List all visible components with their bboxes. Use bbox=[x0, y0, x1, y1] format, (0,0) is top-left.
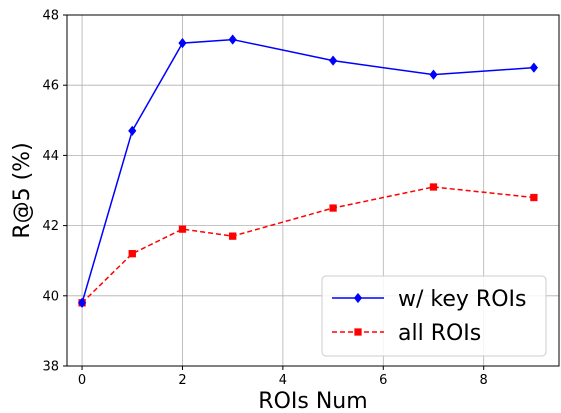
data-point-all-rois bbox=[429, 183, 438, 191]
series-layer bbox=[77, 34, 539, 309]
y-tick-label: 40 bbox=[42, 289, 59, 304]
series-line-w-key-rois bbox=[81, 38, 534, 304]
legend: w/ key ROIs all ROIs bbox=[321, 275, 547, 357]
legend-swatch-marker-w-key-rois bbox=[353, 292, 363, 304]
data-point-all-rois bbox=[178, 225, 187, 233]
data-point-w-key-rois bbox=[128, 125, 137, 137]
series-w-key-rois bbox=[77, 34, 539, 309]
y-tick-label: 38 bbox=[42, 360, 59, 375]
legend-swatch-marker-all-rois bbox=[354, 328, 362, 336]
legend-box bbox=[321, 275, 547, 357]
y-tick-label: 46 bbox=[42, 79, 59, 94]
x-tick-label: 6 bbox=[379, 373, 387, 388]
x-tick-label: 4 bbox=[279, 373, 287, 388]
data-point-w-key-rois bbox=[529, 62, 539, 73]
data-point-all-rois bbox=[329, 204, 337, 212]
x-tick-label: 2 bbox=[178, 373, 186, 388]
y-tick-label: 44 bbox=[42, 149, 59, 164]
y-tick-label: 48 bbox=[42, 9, 59, 24]
legend-marker-shape bbox=[354, 328, 362, 336]
x-tick-label: 8 bbox=[480, 373, 488, 388]
data-point-all-rois bbox=[530, 193, 538, 202]
legend-label-w-key-rois: w/ key ROIs bbox=[398, 287, 526, 312]
data-point-all-rois bbox=[128, 250, 136, 258]
data-point-w-key-rois bbox=[328, 55, 338, 66]
x-tick-label: 0 bbox=[78, 373, 86, 388]
data-point-w-key-rois bbox=[77, 297, 87, 309]
y-tick-label: 42 bbox=[42, 219, 59, 234]
data-point-all-rois bbox=[229, 232, 237, 240]
data-point-w-key-rois bbox=[429, 69, 438, 80]
data-point-w-key-rois bbox=[228, 34, 237, 45]
y-axis-label: R@5 (%) bbox=[10, 142, 35, 238]
plot-frame bbox=[66, 14, 560, 367]
x-axis-label: ROIs Num bbox=[258, 389, 367, 413]
legend-marker-shape bbox=[353, 292, 363, 304]
legend-label-all-rois: all ROIs bbox=[398, 321, 481, 346]
data-point-w-key-rois bbox=[178, 37, 187, 49]
